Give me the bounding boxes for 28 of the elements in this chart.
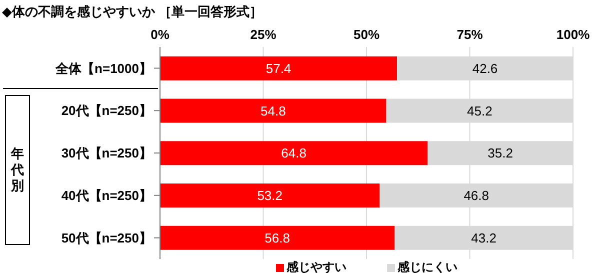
group-box: 年代別 [5,95,30,245]
data-label: 57.4 [266,60,292,76]
y-tick-label: 全体【n=1000】 [54,60,152,76]
data-label: 35.2 [488,146,513,161]
data-label: 54.8 [260,103,286,118]
data-label: 53.2 [257,188,283,204]
x-tick-label: 50% [353,27,380,42]
data-label: 43.2 [471,230,496,246]
bar [160,184,380,208]
x-tick-label: 25% [250,27,277,42]
y-tick-label: 20代【n=250】 [61,103,152,118]
bar [160,141,428,166]
data-label: 45.2 [467,103,492,118]
y-tick-label: 40代【n=250】 [61,188,152,204]
bar [160,98,386,123]
data-label: 64.8 [281,146,306,161]
y-tick-label: 50代【n=250】 [61,230,152,246]
bar [160,226,395,250]
bar [160,56,398,80]
x-tick-label: 75% [456,27,484,42]
x-tick-label: 0% [150,27,170,42]
y-tick-label: 30代【n=250】 [61,146,152,161]
data-label: 46.8 [464,188,490,204]
data-label: 56.8 [264,230,290,246]
legend-label: 感じにくい [396,259,458,273]
x-tick-label: 100% [556,27,590,42]
data-label: 42.6 [472,60,498,76]
chart-title: ◆体の不調を感じやすいか ［単一回答形式］ [1,3,264,21]
